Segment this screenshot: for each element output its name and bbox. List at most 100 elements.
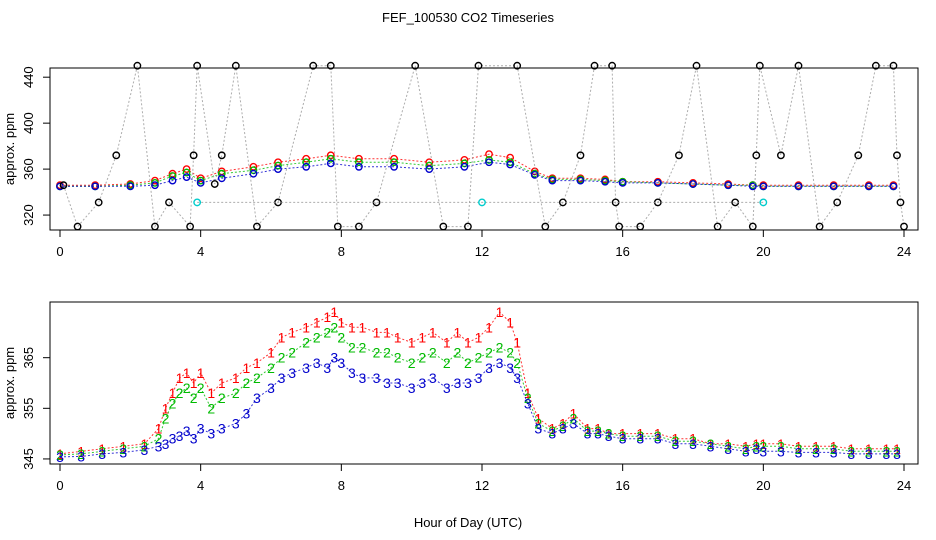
data-point: 3: [176, 428, 184, 444]
data-point: 2: [253, 370, 261, 386]
data-point: 2: [865, 443, 873, 459]
data-point: [548, 176, 557, 185]
data-point: [274, 165, 282, 174]
data-point: [186, 222, 195, 231]
data-point: [182, 173, 191, 182]
data-point: 1: [759, 436, 767, 452]
x-tick-label: 4: [197, 478, 204, 493]
data-point: [889, 61, 898, 70]
data-point: 1: [119, 438, 127, 454]
data-point: 3: [689, 436, 697, 452]
data-point: 3: [418, 375, 426, 391]
data-point: [309, 61, 318, 70]
data-point: 3: [795, 444, 803, 460]
data-point: 2: [348, 340, 356, 356]
y-axis-label: approx. ppm: [2, 347, 17, 419]
series-line: [59, 311, 897, 455]
series-line: [63, 65, 905, 229]
data-point: [794, 182, 803, 191]
data-point: 2: [418, 350, 426, 366]
data-point: [506, 158, 515, 167]
data-point: [576, 151, 585, 160]
data-point: 3: [98, 446, 106, 462]
data-point: 1: [707, 436, 715, 452]
data-point: 2: [373, 345, 381, 361]
data-point: 1: [594, 421, 602, 437]
data-point: 2: [605, 426, 613, 442]
x-tick-label: 24: [897, 244, 911, 259]
x-tick-label: 24: [897, 478, 911, 493]
data-point: 2: [155, 431, 163, 447]
data-point: 1: [418, 329, 426, 345]
data-point: [302, 158, 311, 167]
data-point: 2: [443, 355, 451, 371]
data-point: 3: [496, 355, 504, 371]
data-point: 1: [570, 405, 578, 421]
data-point: 1: [534, 410, 542, 426]
data-point: 2: [429, 345, 437, 361]
figure-title: FEF_100530 CO2 Timeseries: [382, 10, 554, 25]
data-point: [411, 61, 420, 70]
data-point: 1: [506, 314, 514, 330]
data-point: [390, 158, 398, 167]
data-point: 1: [348, 319, 356, 335]
data-point: [196, 176, 205, 185]
data-point: 2: [893, 443, 901, 459]
data-point: 2: [812, 441, 820, 457]
data-point: 1: [847, 441, 855, 457]
data-point: 1: [513, 335, 521, 351]
data-point: 2: [218, 390, 226, 406]
x-tick-label: 0: [56, 478, 63, 493]
data-point: 3: [155, 438, 163, 454]
data-point: [253, 222, 261, 231]
data-point: [755, 61, 764, 70]
data-point: 2: [830, 441, 838, 457]
data-point: [889, 182, 898, 191]
data-point: 2: [302, 335, 310, 351]
data-point: [485, 158, 493, 167]
data-point: 3: [218, 421, 226, 437]
data-point: [464, 222, 472, 231]
data-point: [530, 170, 539, 179]
data-point: [689, 180, 697, 188]
data-point: [474, 61, 483, 70]
data-point: 1: [559, 416, 567, 432]
data-point: [893, 151, 901, 160]
data-point: 2: [337, 329, 345, 345]
data-point: 1: [865, 441, 873, 457]
y-tick-label: 400: [21, 112, 36, 134]
data-point: [326, 61, 335, 70]
data-point: 1: [742, 438, 750, 454]
data-point: [713, 222, 722, 231]
data-point: 3: [313, 355, 321, 371]
data-point: 2: [242, 375, 250, 391]
data-point: 2: [636, 428, 644, 444]
data-point: 2: [759, 438, 767, 454]
data-point: 3: [559, 421, 567, 437]
data-point: 2: [724, 438, 732, 454]
plot-frame: [49, 67, 919, 231]
y-tick-label: 345: [21, 448, 36, 470]
data-point: 1: [408, 335, 416, 351]
data-point: 1: [253, 355, 261, 371]
data-point: [326, 154, 335, 163]
data-point: 2: [183, 380, 191, 396]
data-point: [601, 177, 609, 186]
data-point: 2: [98, 443, 106, 459]
data-point: 3: [190, 431, 198, 447]
data-point: 2: [464, 355, 472, 371]
data-point: 3: [443, 380, 451, 396]
data-point: 1: [485, 319, 493, 335]
data-point: 1: [752, 436, 760, 452]
series-line: [60, 153, 894, 186]
data-point: [618, 178, 627, 187]
data-point: 3: [865, 446, 873, 462]
data-point: 2: [548, 423, 556, 439]
data-point: 1: [98, 441, 106, 457]
data-point: 1: [337, 314, 345, 330]
data-point: [900, 222, 908, 231]
data-point: 2: [513, 355, 521, 371]
